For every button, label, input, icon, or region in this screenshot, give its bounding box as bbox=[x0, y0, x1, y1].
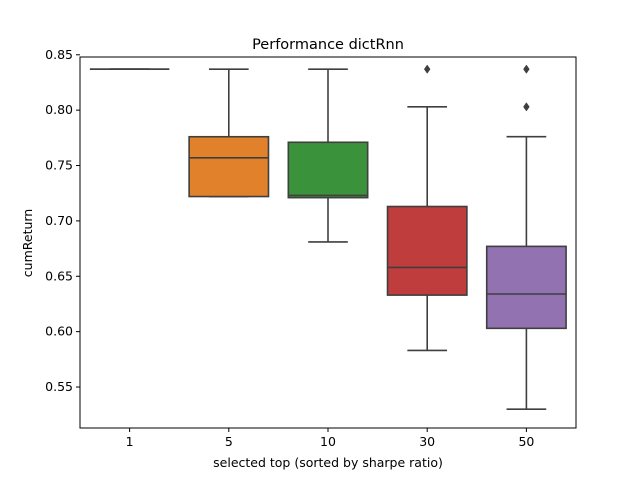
y-tick-label: 0.80 bbox=[45, 102, 73, 117]
y-axis-label: cumReturn bbox=[20, 209, 35, 277]
x-tick-label: 30 bbox=[419, 434, 435, 449]
y-tick-label: 0.75 bbox=[45, 158, 73, 173]
x-tick-label: 1 bbox=[126, 434, 134, 449]
x-tick-label: 50 bbox=[518, 434, 534, 449]
box-iqr-10 bbox=[287, 141, 369, 199]
box-iqr-30 bbox=[386, 205, 468, 296]
outlier-point bbox=[523, 102, 530, 112]
box-iqr-50 bbox=[485, 245, 567, 330]
outlier-point bbox=[423, 64, 431, 74]
x-axis-label: selected top (sorted by sharpe ratio) bbox=[213, 455, 443, 470]
box-iqr-5 bbox=[188, 135, 270, 198]
y-tick-label: 0.60 bbox=[45, 324, 73, 339]
plot-area: 0.55 0.60 0.65 0.70 0.75 0.80 0.85 1 5 10 30 50 bbox=[45, 47, 567, 449]
chart-title: Performance dictRnn bbox=[252, 37, 404, 53]
axes-frame bbox=[79, 56, 577, 429]
x-tick-label: 10 bbox=[320, 434, 336, 449]
x-tick-label: 5 bbox=[225, 434, 233, 449]
outlier-point bbox=[523, 64, 530, 74]
y-tick-label: 0.65 bbox=[45, 268, 73, 283]
y-tick-label: 0.55 bbox=[45, 379, 73, 394]
y-tick-label: 0.70 bbox=[45, 213, 73, 228]
y-tick-label: 0.85 bbox=[45, 47, 73, 62]
